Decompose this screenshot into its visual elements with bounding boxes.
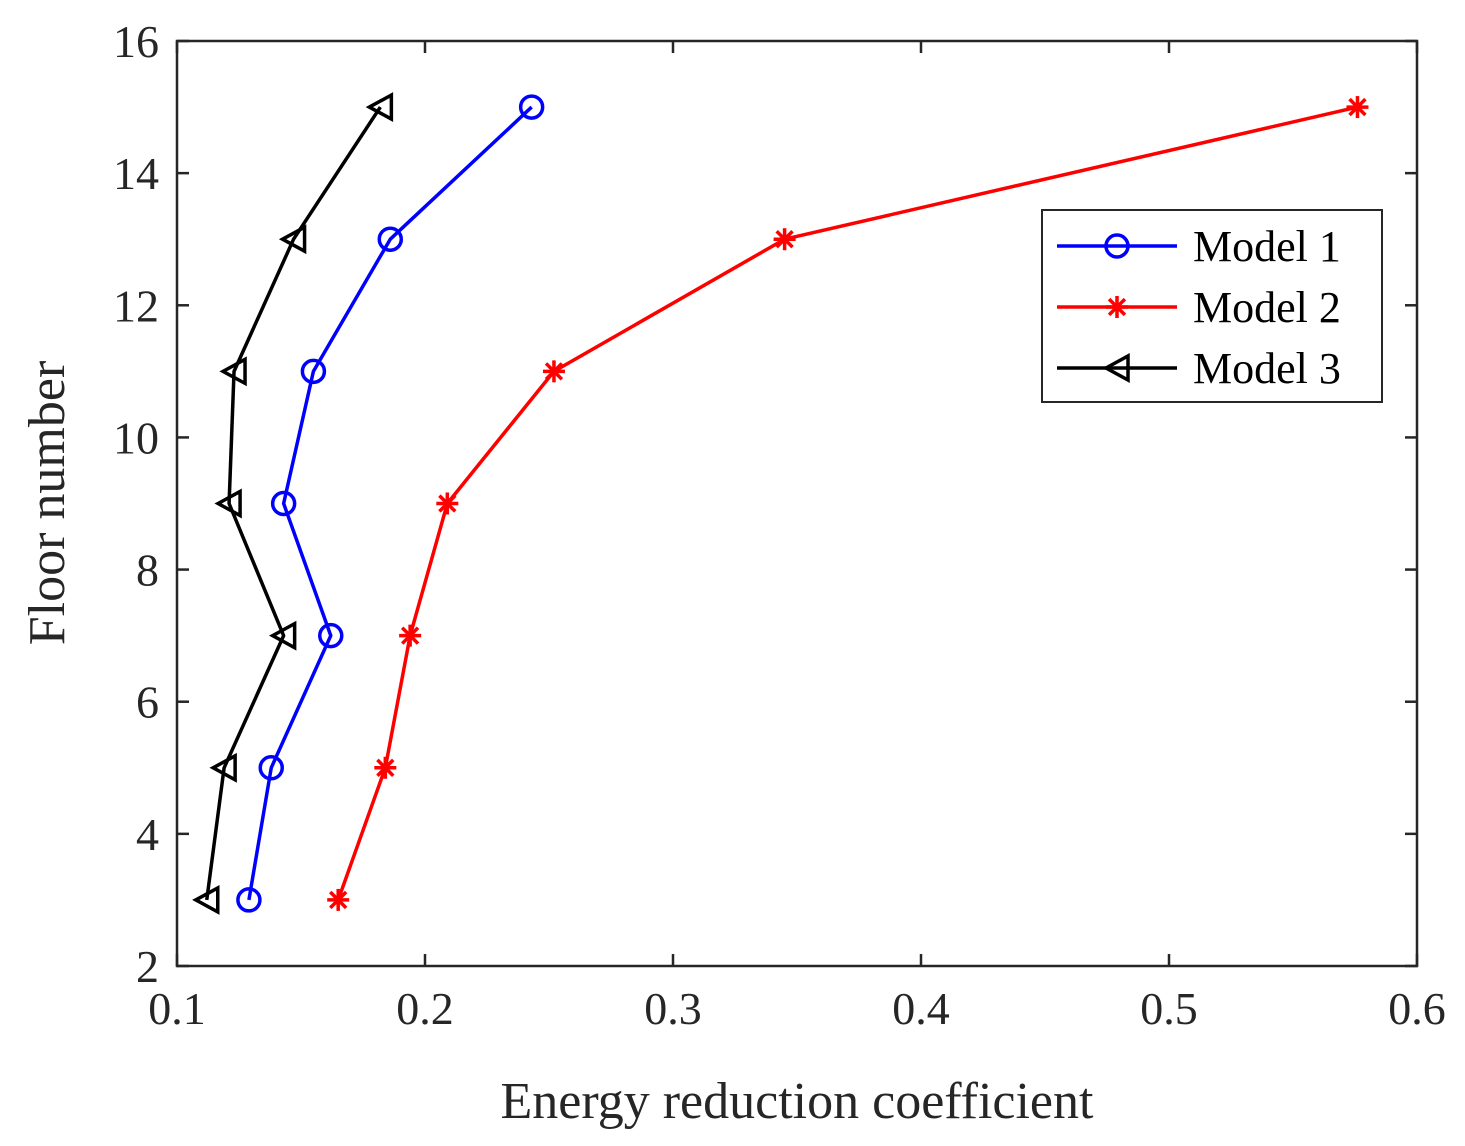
x-tick-label: 0.1 [148,983,206,1034]
data-point [327,888,350,911]
data-point [318,622,344,649]
x-tick-label: 0.6 [1388,983,1446,1034]
series-3 [192,92,394,915]
y-tick-label: 12 [113,280,159,331]
data-point [518,94,545,120]
series-layer [192,92,1369,915]
data-point [258,755,284,781]
series-2 [327,96,1369,911]
legend-label: Model 3 [1193,344,1341,393]
y-tick-label: 4 [136,809,159,860]
x-tick-label: 0.3 [644,983,702,1034]
data-point [278,224,307,255]
data-point [374,756,397,779]
x-tick-label: 0.4 [892,983,950,1034]
data-point [399,624,422,647]
data-point [192,884,220,915]
y-tick-label: 14 [113,148,159,199]
data-point [209,752,237,783]
data-point [542,360,565,383]
y-axis-label: Floor number [19,361,76,646]
data-point [270,490,297,517]
data-point [219,356,247,387]
legend-item: Model 3 [1057,344,1341,393]
y-tick-label: 16 [113,16,159,67]
data-point [214,488,242,519]
data-point [1346,96,1369,119]
legend-marker [1106,296,1128,318]
series-line [247,105,533,901]
series-line [205,106,382,901]
legend-marker [1104,233,1130,259]
data-point [436,492,459,515]
y-tick-label: 6 [136,677,159,728]
x-tick-label: 0.5 [1140,983,1198,1034]
legend-items: Model 1 Model 2 Model 3 [1057,222,1341,393]
data-point [377,226,404,252]
legend: Model 1 Model 2 Model 3 [1041,209,1383,403]
data-point [365,92,394,123]
tick-labels: 0.1 0.2 0.3 0.4 0.5 0.6 2 4 6 8 10 12 14 16 [113,16,1446,1034]
y-tick-label: 2 [136,941,159,992]
data-point [300,358,327,385]
data-point [268,620,297,651]
tick-marks [175,39,1419,968]
x-tick-label: 0.2 [396,983,454,1034]
y-tick-label: 10 [113,412,159,463]
legend-label: Model 1 [1193,222,1341,271]
y-tick-label: 8 [136,545,159,596]
plot-area [175,39,1419,968]
data-point [773,228,796,251]
legend-label: Model 2 [1193,283,1341,332]
legend-item: Model 1 [1057,222,1341,271]
series-1 [236,94,545,913]
data-point [236,887,262,913]
legend-item: Model 2 [1057,283,1341,332]
legend-marker [1102,353,1130,383]
x-axis-label: Energy reduction coefficient [501,1073,1095,1130]
